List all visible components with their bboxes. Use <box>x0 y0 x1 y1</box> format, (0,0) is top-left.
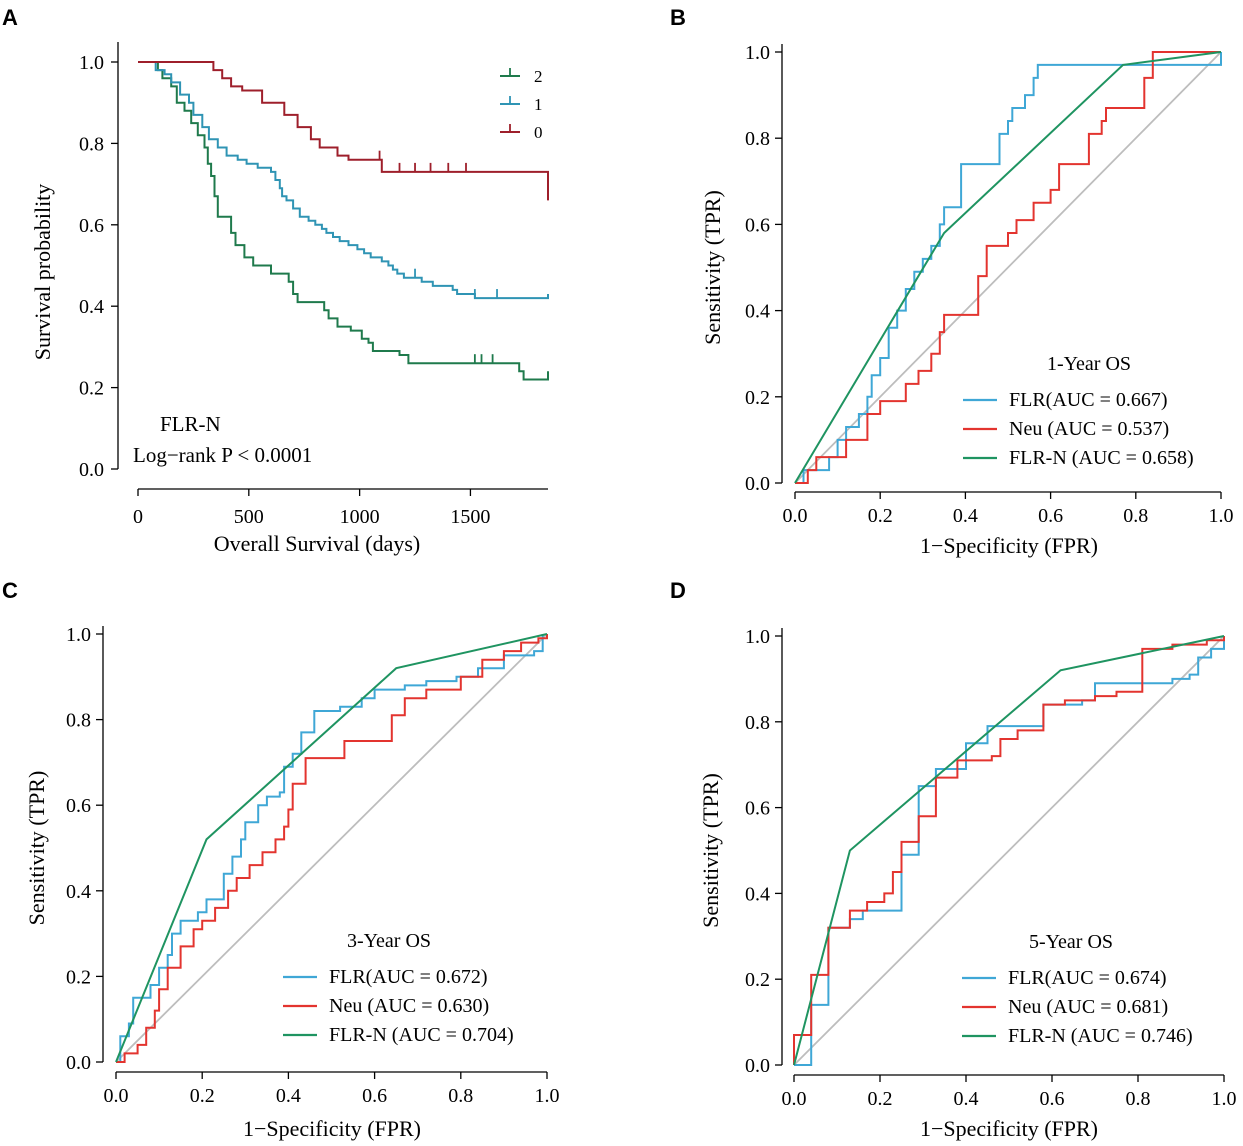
annotation-pvalue: Log−rank P < 0.0001 <box>133 443 312 467</box>
x-tick-label: 0.0 <box>104 1085 129 1107</box>
x-tick-label: 1500 <box>450 506 490 528</box>
x-tick-label: 0.4 <box>953 505 978 527</box>
y-tick-label: 0.4 <box>745 301 770 323</box>
legend-label-neu: Neu (AUC = 0.681) <box>1008 996 1168 1018</box>
x-tick-label: 0.0 <box>782 1088 807 1110</box>
y-tick-label: 0.2 <box>66 966 91 988</box>
legend-title: 5-Year OS <box>1029 931 1113 953</box>
y-tick-label: 0.8 <box>79 133 104 155</box>
panel-d-roc-chart: 0.0 0.0 0.2 0.2 0.4 0.4 0.6 0.6 0.8 0.8 1.0 1.0 1−Sp… <box>698 626 1237 1141</box>
legend-label-flr: FLR(AUC = 0.674) <box>1008 967 1167 989</box>
roc-curve-neu <box>793 636 1225 1065</box>
y-tick-label: 0.4 <box>66 881 91 903</box>
legend-label-0: 0 <box>534 123 543 142</box>
x-tick-label: 0.8 <box>1126 1088 1151 1110</box>
x-tick-label: 1.0 <box>1209 505 1234 527</box>
x-tick-label: 0.4 <box>276 1085 301 1107</box>
y-tick-label: 0.6 <box>66 795 91 817</box>
annotation-model: FLR-N <box>160 412 221 436</box>
legend-label-1: 1 <box>534 95 543 114</box>
roc-curve-flr <box>116 634 544 1063</box>
legend-label-flr-n: FLR-N (AUC = 0.746) <box>1008 1025 1193 1047</box>
panel-letter-c: C <box>2 578 18 603</box>
reference-diagonal <box>794 51 1222 484</box>
x-tick-label: 0.0 <box>783 505 808 527</box>
y-axis-title: Sensitivity (TPR) <box>24 771 49 926</box>
panel-letter-b: B <box>670 5 686 30</box>
y-tick-label: 1.0 <box>745 626 770 648</box>
x-axis-title: 1−Specificity (FPR) <box>920 1116 1098 1141</box>
x-tick-label: 1.0 <box>535 1085 560 1107</box>
legend-label-neu: Neu (AUC = 0.630) <box>329 995 489 1017</box>
x-tick-label: 0.4 <box>954 1088 979 1110</box>
y-tick-label: 0.6 <box>745 214 770 236</box>
roc-curve-neu <box>795 51 1221 484</box>
legend-title: 3-Year OS <box>347 930 431 952</box>
y-tick-label: 1.0 <box>79 52 104 74</box>
km-curve-0 <box>138 61 549 201</box>
x-tick-label: 0 <box>133 506 143 528</box>
y-tick-label: 0.0 <box>79 459 104 481</box>
roc-curve-flr-n <box>793 635 1225 1066</box>
y-tick-label: 0.2 <box>745 387 770 409</box>
y-tick-label: 1.0 <box>745 42 770 64</box>
y-tick-label: 1.0 <box>66 624 91 646</box>
reference-diagonal <box>793 635 1225 1066</box>
x-tick-label: 0.2 <box>190 1085 215 1107</box>
y-tick-label: 0.8 <box>66 710 91 732</box>
panel-letter-d: D <box>670 578 686 603</box>
legend-label-flr-n: FLR-N (AUC = 0.658) <box>1009 447 1194 469</box>
x-tick-label: 0.8 <box>1123 505 1148 527</box>
y-tick-label: 0.2 <box>745 969 770 991</box>
x-axis-title: Overall Survival (days) <box>214 531 421 556</box>
y-tick-label: 0.2 <box>79 378 104 400</box>
y-axis-title: Sensitivity (TPR) <box>698 773 723 928</box>
legend-label-neu: Neu (AUC = 0.537) <box>1009 418 1169 440</box>
x-tick-label: 0.6 <box>1040 1088 1065 1110</box>
x-tick-label: 1000 <box>340 506 380 528</box>
y-tick-label: 0.6 <box>79 215 104 237</box>
roc-curve-neu <box>116 634 548 1063</box>
y-axis-title: Sensitivity (TPR) <box>700 190 725 345</box>
y-tick-label: 0.8 <box>745 128 770 150</box>
legend-label-flr: FLR(AUC = 0.672) <box>329 966 488 988</box>
legend-label-2: 2 <box>534 67 543 86</box>
panel-b-roc-chart: 0.0 0.0 0.2 0.2 0.4 0.4 0.6 0.6 0.8 0.8 1.0 1.0 1−Sp… <box>700 42 1234 558</box>
x-tick-label: 0.6 <box>362 1085 387 1107</box>
x-tick-label: 1.0 <box>1212 1088 1237 1110</box>
x-tick-label: 0.6 <box>1038 505 1063 527</box>
x-tick-label: 0.2 <box>868 505 893 527</box>
y-tick-label: 0.4 <box>79 296 104 318</box>
y-tick-label: 0.6 <box>745 798 770 820</box>
roc-curve-flr <box>795 52 1222 484</box>
y-tick-label: 0.0 <box>66 1052 91 1074</box>
km-curve-1 <box>138 61 549 300</box>
y-tick-label: 0.0 <box>745 473 770 495</box>
km-curve-2 <box>138 61 549 381</box>
reference-diagonal <box>115 633 548 1063</box>
roc-curve-flr-n <box>794 51 1222 484</box>
panel-letter-a: A <box>2 5 18 30</box>
x-tick-label: 500 <box>234 506 264 528</box>
x-tick-label: 0.2 <box>868 1088 893 1110</box>
x-axis-title: 1−Specificity (FPR) <box>920 533 1098 558</box>
legend-title: 1-Year OS <box>1047 353 1131 375</box>
y-tick-label: 0.4 <box>745 883 770 905</box>
y-tick-label: 0.0 <box>745 1055 770 1077</box>
legend-label-flr-n: FLR-N (AUC = 0.704) <box>329 1024 514 1046</box>
panel-c-roc-chart: 0.0 0.0 0.2 0.2 0.4 0.4 0.6 0.6 0.8 0.8 1.0 1.0 1−Sp… <box>24 624 560 1141</box>
y-axis-title: Survival probability <box>30 184 55 361</box>
x-axis-title: 1−Specificity (FPR) <box>243 1116 421 1141</box>
legend-label-flr: FLR(AUC = 0.667) <box>1009 389 1168 411</box>
roc-curve-flr-n <box>115 633 548 1063</box>
panel-a-km-chart: 0.0 0.2 0.4 0.6 0.8 1.0 0 500 1000 1500 Overall Su… <box>30 42 549 556</box>
y-tick-label: 0.8 <box>745 712 770 734</box>
x-tick-label: 0.8 <box>448 1085 473 1107</box>
